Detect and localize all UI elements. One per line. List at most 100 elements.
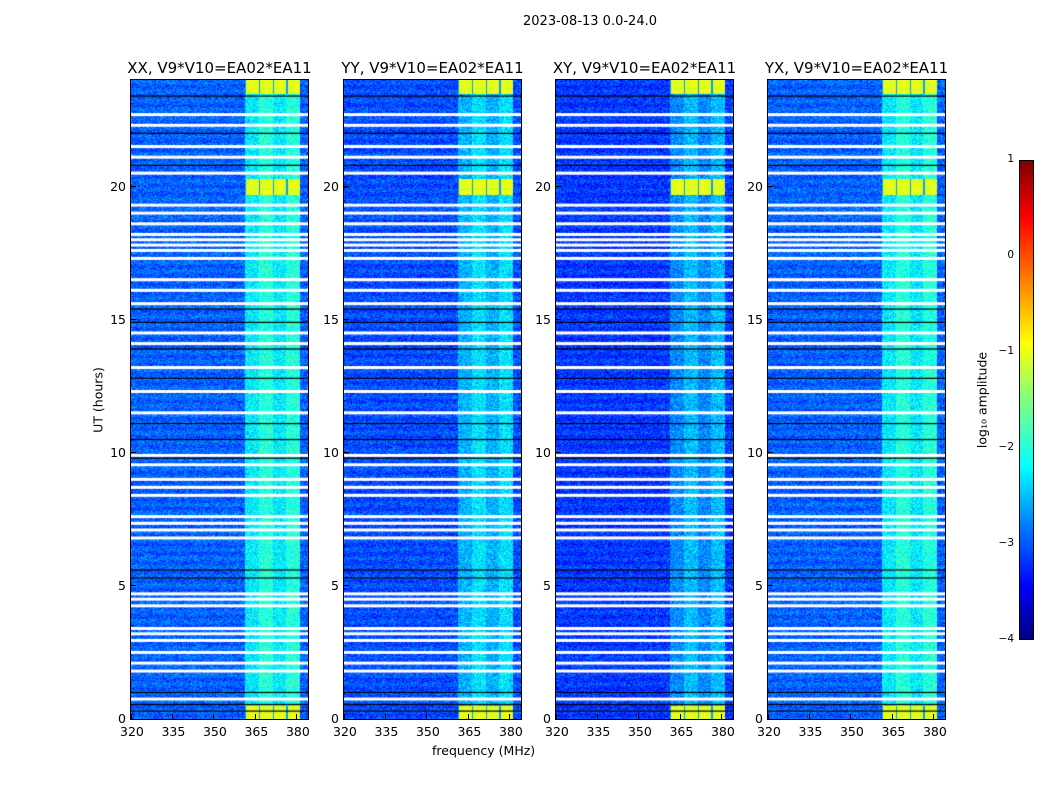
x-tick-label: 380: [710, 724, 735, 739]
y-tick: [556, 186, 561, 187]
colorbar-tick-label: 1: [1007, 153, 1014, 165]
y-tick-label: 10: [747, 444, 763, 460]
y-tick-label: 5: [543, 577, 551, 593]
x-tick: [933, 714, 935, 719]
y-tick: [556, 585, 561, 587]
y-tick-label: 0: [118, 711, 126, 726]
x-tick: [254, 714, 256, 719]
x-tick: [891, 714, 893, 719]
y-tick-label: 10: [110, 444, 126, 460]
x-tick: [679, 714, 681, 719]
y-tick: [344, 585, 349, 587]
colorbar-label: log₁₀ amplitude: [974, 351, 990, 449]
y-tick: [768, 452, 773, 454]
y-tick-label: 20: [323, 178, 339, 194]
y-tick: [131, 718, 136, 720]
panel-title: XX, V9*V10=EA02*EA11: [127, 59, 312, 77]
x-tick: [213, 714, 215, 719]
panel-title: YY, V9*V10=EA02*EA11: [341, 59, 524, 77]
colorbar-tick-label: −4: [998, 633, 1014, 645]
colorbar-tick-label: −3: [998, 537, 1014, 549]
y-tick: [131, 585, 136, 587]
y-tick-label: 5: [118, 577, 126, 593]
x-tick-label: 365: [881, 724, 906, 739]
panel-3: XY, V9*V10=EA02*EA11: [553, 59, 736, 720]
x-tick-label: 380: [285, 724, 310, 739]
x-tick-label: 320: [757, 724, 781, 739]
y-tick-label: 15: [323, 311, 339, 327]
x-tick: [555, 714, 557, 719]
heatmap-image: [344, 80, 521, 719]
x-tick: [509, 714, 511, 719]
x-tick-label: 365: [244, 724, 269, 739]
x-tick: [426, 714, 428, 719]
axes-frame: [343, 79, 522, 720]
x-tick: [296, 714, 298, 719]
x-tick: [767, 714, 769, 719]
y-tick: [344, 718, 349, 720]
y-tick: [131, 452, 136, 454]
colorbar-tick-label: 0: [1007, 249, 1014, 261]
y-tick-label: 20: [110, 178, 126, 194]
axes-frame: [555, 79, 734, 720]
x-tick-label: 335: [374, 724, 399, 739]
x-tick-label: 365: [457, 724, 482, 739]
heatmap-image: [131, 80, 308, 719]
x-tick: [638, 714, 640, 719]
figure-title: 2023-08-13 0.0-24.0: [523, 14, 657, 29]
panel-title: YX, V9*V10=EA02*EA11: [764, 59, 949, 77]
y-tick-label: 5: [331, 577, 339, 593]
x-tick: [171, 714, 173, 719]
colorbar: [1019, 160, 1034, 640]
x-tick-label: 350: [627, 724, 652, 739]
x-tick: [721, 714, 723, 719]
y-tick-label: 15: [110, 311, 126, 327]
y-tick: [344, 186, 349, 187]
x-axis-label: frequency (MHz): [432, 743, 536, 758]
heatmap-image: [768, 80, 945, 719]
x-tick-label: 320: [333, 724, 357, 739]
panel-2: YY, V9*V10=EA02*EA11: [341, 59, 524, 720]
y-tick-label: 5: [755, 577, 763, 593]
x-tick: [384, 714, 386, 719]
x-tick-label: 335: [798, 724, 823, 739]
x-tick-label: 335: [161, 724, 186, 739]
y-tick-label: 0: [331, 711, 339, 726]
x-tick-label: 320: [120, 724, 144, 739]
y-tick: [768, 319, 773, 321]
y-tick: [131, 319, 136, 321]
x-tick-label: 335: [586, 724, 611, 739]
x-tick: [467, 714, 469, 719]
x-tick: [130, 714, 132, 719]
colorbar-tick-label: −2: [998, 441, 1014, 453]
axes-frame: [767, 79, 946, 720]
y-tick-label: 20: [535, 178, 551, 194]
colorbar-tick-label: −1: [998, 345, 1014, 357]
x-tick-label: 380: [922, 724, 947, 739]
panel-title: XY, V9*V10=EA02*EA11: [552, 59, 737, 77]
y-tick: [344, 319, 349, 321]
y-tick: [131, 186, 136, 187]
x-tick: [596, 714, 598, 719]
y-tick-label: 10: [535, 444, 551, 460]
x-tick: [808, 714, 810, 719]
y-tick-label: 0: [755, 711, 763, 726]
x-tick-label: 380: [498, 724, 523, 739]
x-tick-label: 350: [839, 724, 864, 739]
x-tick-label: 365: [669, 724, 694, 739]
y-tick: [556, 319, 561, 321]
y-tick: [768, 585, 773, 587]
y-tick: [556, 452, 561, 454]
y-axis-label: UT (hours): [90, 367, 106, 433]
y-tick-label: 15: [535, 311, 551, 327]
y-tick: [768, 718, 773, 720]
x-tick-label: 320: [545, 724, 569, 739]
y-tick-label: 10: [323, 444, 339, 460]
panel-4: YX, V9*V10=EA02*EA11: [765, 59, 948, 720]
y-tick: [768, 186, 773, 187]
y-tick-label: 0: [543, 711, 551, 726]
axes-frame: [130, 79, 309, 720]
panel-1: XX, V9*V10=EA02*EA11: [127, 59, 312, 720]
y-tick: [556, 718, 561, 720]
